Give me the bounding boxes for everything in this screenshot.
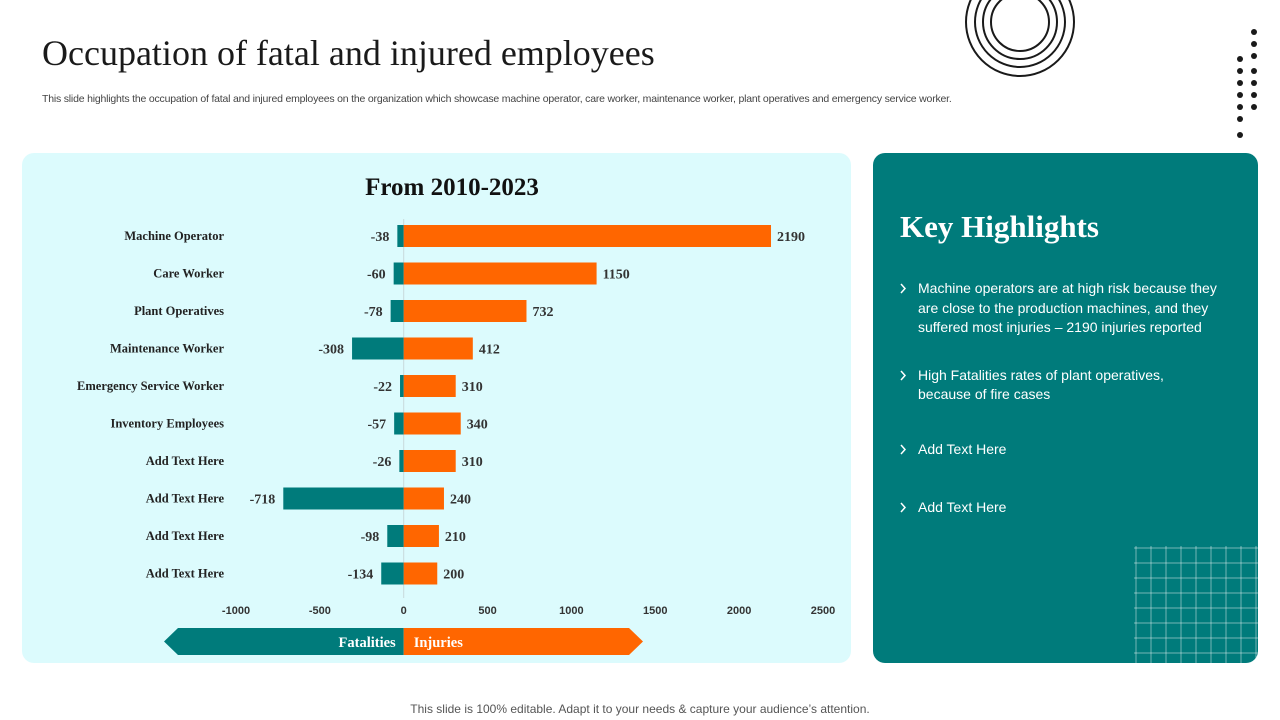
concentric-circles-decoration	[965, 0, 1075, 77]
footer-note: This slide is 100% editable. Adapt it to…	[410, 702, 870, 716]
chart-panel: From 2010-2023 Machine Operator -38 2190 Ca…	[22, 153, 851, 663]
x-tick-label: 2500	[811, 605, 835, 617]
fatalities-value-label: -60	[367, 268, 386, 283]
injuries-value-label: 732	[532, 305, 553, 320]
fatalities-bar	[387, 525, 404, 547]
injuries-legend-label: Injuries	[414, 635, 464, 651]
occupation-bar-chart: From 2010-2023 Machine Operator -38 2190 Ca…	[77, 174, 835, 655]
fatalities-bar	[352, 337, 404, 360]
x-tick-label: -500	[309, 605, 331, 617]
injuries-bar	[403, 225, 772, 247]
key-highlights-panel: Key Highlights Machine operators are at …	[873, 153, 1258, 663]
injuries-bar	[403, 487, 444, 510]
highlight-item: High Fatalities rates of plant operative…	[899, 366, 1219, 405]
category-label: Care Worker	[153, 267, 224, 281]
fatalities-bar	[397, 225, 404, 247]
category-label: Add Text Here	[146, 492, 225, 506]
chart-title: From 2010-2023	[365, 174, 539, 201]
fatalities-legend-label: Fatalities	[339, 635, 397, 651]
x-tick-label: 1500	[643, 605, 667, 617]
injuries-value-label: 340	[467, 418, 488, 433]
fatalities-bar	[381, 562, 404, 585]
key-highlights-list: Machine operators are at high risk becau…	[899, 279, 1219, 518]
dot-pattern-decoration	[1237, 29, 1257, 138]
fatalities-value-label: -98	[361, 530, 380, 545]
highlight-text: High Fatalities rates of plant operative…	[918, 366, 1164, 403]
injuries-value-label: 310	[462, 380, 483, 395]
x-tick-label: 1000	[559, 605, 583, 617]
fatalities-value-label: -134	[348, 568, 374, 583]
category-label: Inventory Employees	[110, 417, 224, 431]
chevron-right-icon	[900, 370, 907, 380]
x-tick-label: 500	[478, 605, 496, 617]
injuries-value-label: 200	[443, 568, 464, 583]
category-label: Add Text Here	[146, 454, 225, 468]
injuries-bar	[403, 262, 597, 285]
fatalities-value-label: -26	[373, 455, 392, 470]
fatalities-bar	[399, 450, 404, 472]
injuries-value-label: 240	[450, 493, 471, 508]
fatalities-bar	[400, 375, 404, 397]
fatalities-legend-arrow	[164, 628, 404, 655]
x-tick-label: -1000	[222, 605, 250, 617]
injuries-value-label: 2190	[777, 230, 805, 245]
category-label: Maintenance Worker	[110, 342, 224, 356]
injuries-value-label: 210	[445, 530, 466, 545]
category-label: Add Text Here	[146, 529, 225, 543]
injuries-bar	[403, 300, 527, 322]
category-label: Add Text Here	[146, 567, 225, 581]
highlight-text: Add Text Here	[918, 440, 1007, 457]
category-label: Emergency Service Worker	[77, 379, 224, 393]
x-tick-label: 2000	[727, 605, 751, 617]
highlight-item: Add Text Here	[899, 498, 1219, 518]
fatalities-value-label: -22	[373, 380, 392, 395]
page-title: Occupation of fatal and injured employee…	[42, 33, 655, 73]
injuries-bar	[403, 525, 439, 547]
injuries-bar	[403, 337, 473, 360]
injuries-bar	[403, 450, 456, 472]
highlight-item: Add Text Here	[899, 440, 1219, 460]
injuries-bar	[403, 562, 438, 585]
x-tick-label: 0	[401, 605, 407, 617]
highlight-item: Machine operators are at high risk becau…	[899, 279, 1219, 338]
fatalities-bar	[394, 412, 404, 435]
category-label: Plant Operatives	[134, 304, 224, 318]
category-label: Machine Operator	[124, 229, 224, 243]
highlight-text: Add Text Here	[918, 499, 1007, 515]
key-highlights-title: Key Highlights	[900, 209, 1099, 244]
fatalities-bar	[390, 300, 404, 322]
page-subtitle: This slide highlights the occupation of …	[42, 93, 952, 105]
fatalities-bar	[393, 262, 404, 285]
injuries-bar	[403, 375, 456, 397]
fatalities-value-label: -57	[367, 418, 386, 433]
chevron-right-icon	[900, 502, 907, 513]
fatalities-value-label: -78	[364, 305, 383, 320]
highlight-text: Machine operators are at high risk becau…	[918, 280, 1217, 335]
fatalities-value-label: -308	[318, 343, 344, 358]
injuries-value-label: 1150	[603, 268, 630, 283]
injuries-value-label: 412	[479, 343, 500, 358]
injuries-bar	[403, 412, 461, 435]
injuries-value-label: 310	[462, 455, 483, 470]
injuries-legend-arrow	[403, 628, 643, 655]
chevron-right-icon	[900, 444, 907, 454]
fatalities-bar	[283, 487, 404, 510]
chevron-right-icon	[900, 283, 907, 294]
fatalities-value-label: -38	[371, 230, 390, 245]
fatalities-value-label: -718	[250, 493, 276, 508]
grid-pattern-decoration	[1134, 546, 1258, 663]
